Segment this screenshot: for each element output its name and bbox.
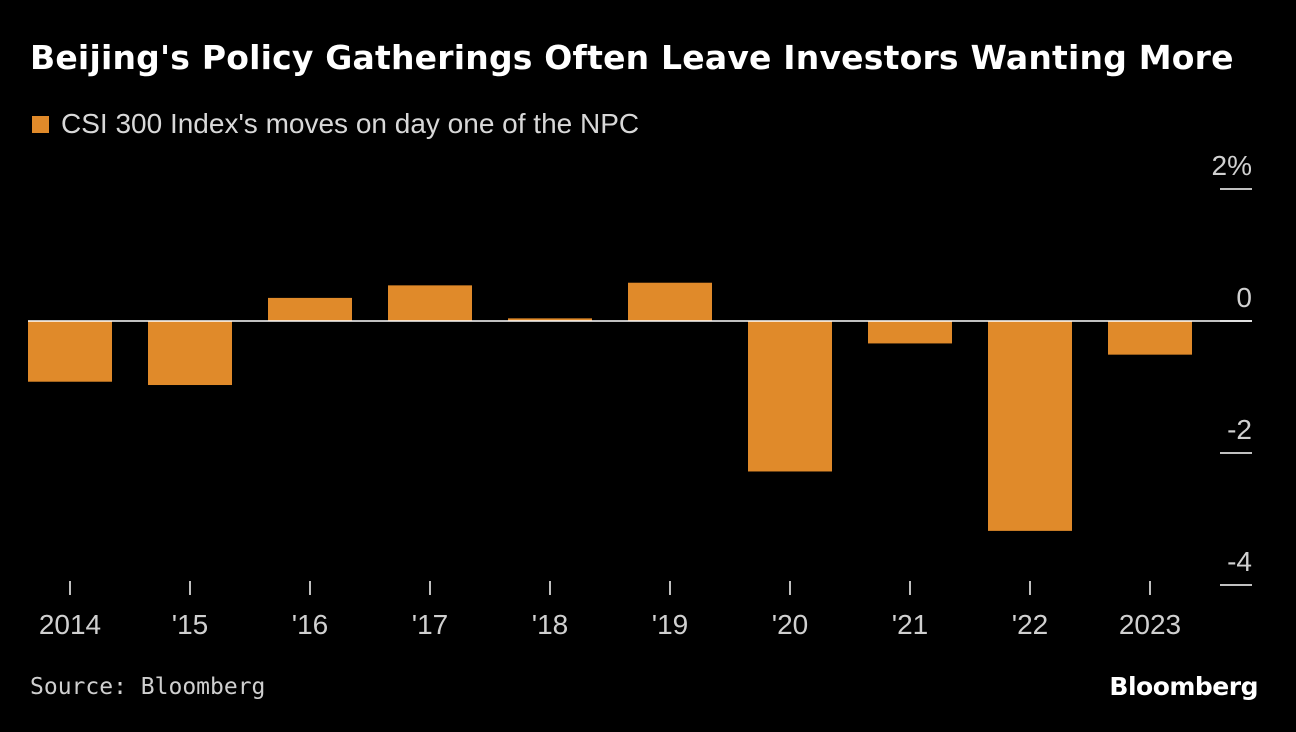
x-tick-label-1: '15 [172, 609, 209, 640]
x-tick-label-8: '22 [1012, 609, 1049, 640]
x-tick-label-9: 2023 [1119, 609, 1181, 640]
bar-8 [988, 321, 1072, 531]
x-tick-label-3: '17 [412, 609, 449, 640]
bar-7 [868, 321, 952, 344]
chart-title: Beijing's Policy Gatherings Often Leave … [30, 38, 1234, 77]
bar-1 [148, 321, 232, 386]
legend-swatch [32, 115, 49, 133]
bar-4 [508, 318, 592, 321]
bar-9 [1108, 321, 1192, 355]
x-tick-label-2: '16 [292, 609, 329, 640]
bar-6 [748, 321, 832, 472]
x-tick-label-6: '20 [772, 609, 809, 640]
x-tick-label-0: 2014 [39, 609, 101, 640]
x-tick-label-7: '21 [892, 609, 929, 640]
bar-3 [388, 285, 472, 321]
legend: CSI 300 Index's moves on day one of the … [32, 108, 639, 140]
y-tick-label-1: 0 [1236, 282, 1252, 313]
source-note: Source: Bloomberg [30, 674, 266, 700]
bar-2 [268, 297, 352, 321]
x-tick-label-5: '19 [652, 609, 689, 640]
legend-label: CSI 300 Index's moves on day one of the … [61, 108, 640, 139]
y-tick-label-2: -2 [1227, 414, 1252, 445]
y-tick-label-3: -4 [1227, 546, 1252, 577]
bloomberg-logo: Bloomberg [1109, 672, 1258, 701]
y-tick-label-0: 2% [1212, 150, 1252, 181]
bar-0 [28, 321, 112, 382]
x-tick-label-4: '18 [532, 609, 569, 640]
bar-5 [628, 282, 712, 321]
